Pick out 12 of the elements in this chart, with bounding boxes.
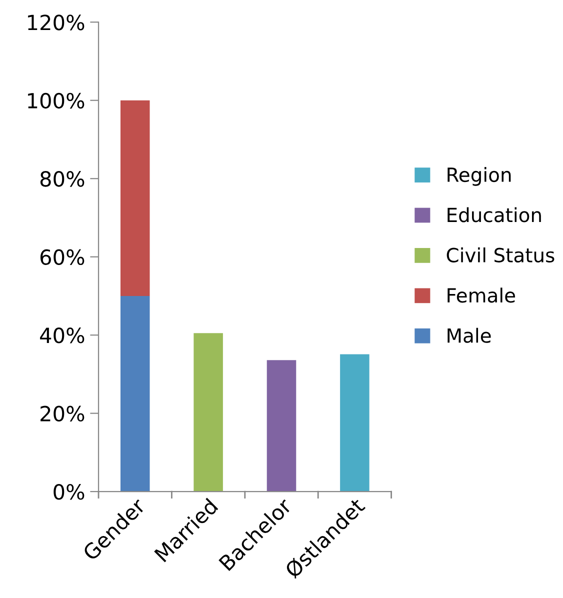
legend-label: Region — [448, 167, 511, 186]
y-tick-label: 100% — [28, 92, 84, 109]
y-tick-label: 120% — [28, 14, 84, 30]
y-tick-label: 20% — [40, 406, 84, 422]
legend-label: Civil Status — [446, 247, 554, 262]
y-tick-label: 40% — [40, 328, 84, 344]
legend-label: Female — [448, 288, 516, 303]
legend-label: Education — [448, 207, 541, 222]
y-tick-label: 60% — [40, 249, 84, 266]
y-tick-label: 0% — [54, 484, 84, 500]
legend-label: Male — [448, 328, 491, 343]
y-tick-label: 80% — [40, 171, 84, 187]
